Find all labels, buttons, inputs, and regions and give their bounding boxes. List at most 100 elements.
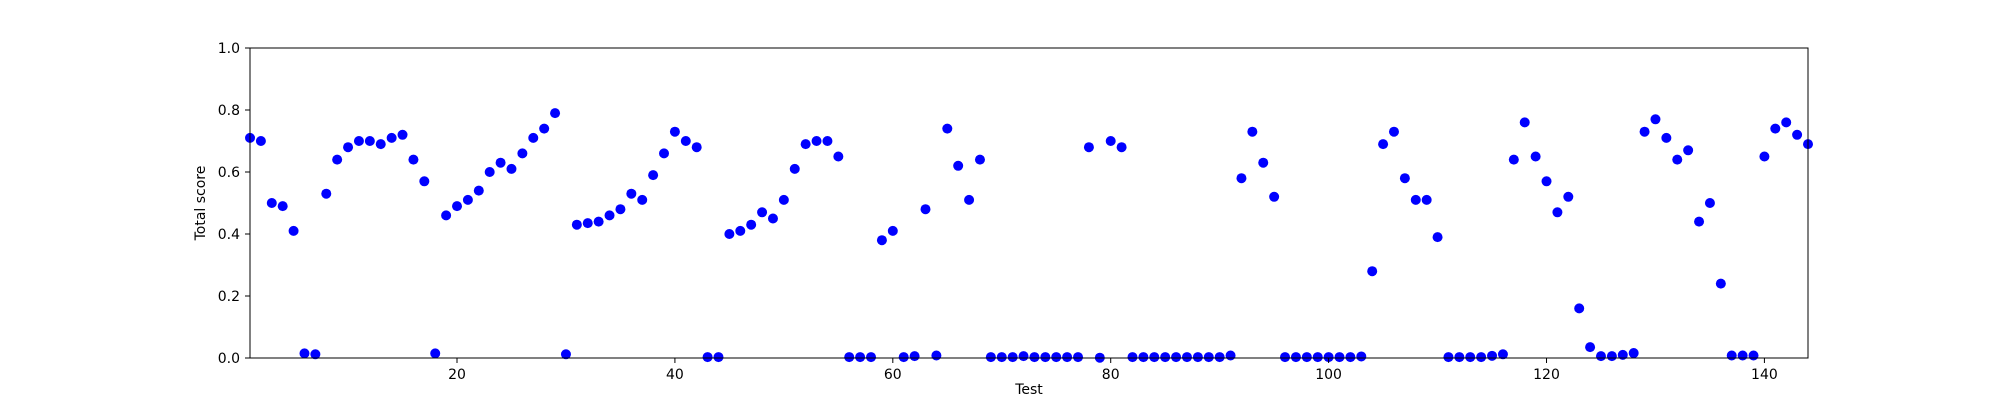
data-point <box>724 229 735 239</box>
data-point <box>953 160 964 171</box>
data-point <box>1617 349 1628 360</box>
data-point <box>1323 352 1334 363</box>
data-point <box>266 198 277 208</box>
data-point <box>855 352 866 363</box>
data-point <box>898 352 909 363</box>
data-points <box>245 108 1813 363</box>
data-point <box>1105 136 1116 146</box>
y-axis-ticks: 0.0 0.2 0.4 0.6 0.8 1.0 <box>218 41 250 367</box>
data-point <box>1236 173 1247 184</box>
data-point <box>1149 352 1160 363</box>
x-axis-label: Test <box>1014 382 1043 398</box>
data-point <box>288 225 299 236</box>
data-point <box>822 136 833 146</box>
data-point <box>909 351 920 362</box>
x-tick-label: 40 <box>666 367 684 383</box>
data-point <box>1269 191 1280 202</box>
data-point <box>1454 352 1465 363</box>
data-point <box>1192 352 1203 363</box>
data-point <box>876 235 887 246</box>
data-point <box>560 349 571 360</box>
data-point <box>1160 352 1171 363</box>
data-point <box>1367 266 1378 277</box>
data-point <box>1181 352 1192 363</box>
data-point <box>1541 176 1552 187</box>
data-point <box>419 176 430 187</box>
data-point <box>1737 350 1748 361</box>
data-point <box>1595 351 1606 362</box>
data-point <box>1563 191 1574 202</box>
data-point <box>648 170 659 181</box>
data-point <box>1127 352 1138 363</box>
data-point <box>626 188 637 199</box>
data-point <box>321 188 332 199</box>
data-point <box>571 219 582 230</box>
data-point <box>1258 157 1269 168</box>
data-point <box>996 352 1007 363</box>
data-point <box>1018 351 1029 362</box>
data-point <box>1487 350 1498 361</box>
data-point <box>550 108 561 119</box>
data-point <box>866 352 877 363</box>
data-point <box>1301 352 1312 363</box>
data-point <box>310 349 321 360</box>
data-point <box>452 201 463 212</box>
data-point <box>1715 278 1726 289</box>
data-point <box>1388 126 1399 137</box>
data-point <box>1116 142 1127 153</box>
data-point <box>1508 154 1519 165</box>
x-tick-label: 140 <box>1751 367 1778 383</box>
data-point <box>1029 352 1040 363</box>
data-point <box>582 218 593 229</box>
data-point <box>713 352 724 363</box>
data-point <box>789 163 800 174</box>
data-point <box>974 154 985 165</box>
data-point <box>430 348 441 359</box>
x-axis-ticks: 20 40 60 80 100 120 140 <box>448 358 1778 383</box>
data-point <box>1225 350 1236 361</box>
data-point <box>1290 352 1301 363</box>
y-tick-label: 0.2 <box>218 289 240 305</box>
data-point <box>1476 352 1487 363</box>
data-point <box>1083 142 1094 153</box>
data-point <box>484 167 495 177</box>
data-point <box>1421 194 1432 205</box>
data-point <box>800 139 811 150</box>
data-point <box>408 154 419 165</box>
data-point <box>1726 350 1737 361</box>
data-point <box>1759 151 1770 162</box>
data-point <box>1672 154 1683 165</box>
data-point <box>386 132 397 143</box>
data-point <box>680 136 691 146</box>
x-tick-label: 60 <box>884 367 902 383</box>
data-point <box>1280 352 1291 363</box>
data-point <box>1781 117 1792 128</box>
data-point <box>1661 132 1672 143</box>
data-point <box>1334 352 1345 363</box>
data-point <box>375 139 386 150</box>
data-point <box>539 123 550 134</box>
data-point <box>1497 349 1508 360</box>
data-point <box>1171 352 1182 363</box>
data-point <box>1704 198 1715 208</box>
data-point <box>985 352 996 363</box>
data-point <box>1247 126 1258 137</box>
data-point <box>343 142 354 153</box>
data-point <box>495 157 506 168</box>
data-point <box>757 207 768 218</box>
data-point <box>1748 350 1759 361</box>
data-point <box>1530 151 1541 162</box>
data-point <box>669 126 680 137</box>
data-point <box>659 148 670 159</box>
data-point <box>517 148 528 159</box>
data-point <box>1410 194 1421 205</box>
data-point <box>1519 117 1530 128</box>
data-point <box>1694 216 1705 227</box>
data-point <box>1040 352 1051 363</box>
data-point <box>604 210 615 221</box>
data-point <box>1574 303 1585 314</box>
data-point <box>1432 232 1443 243</box>
data-point <box>1683 145 1694 156</box>
